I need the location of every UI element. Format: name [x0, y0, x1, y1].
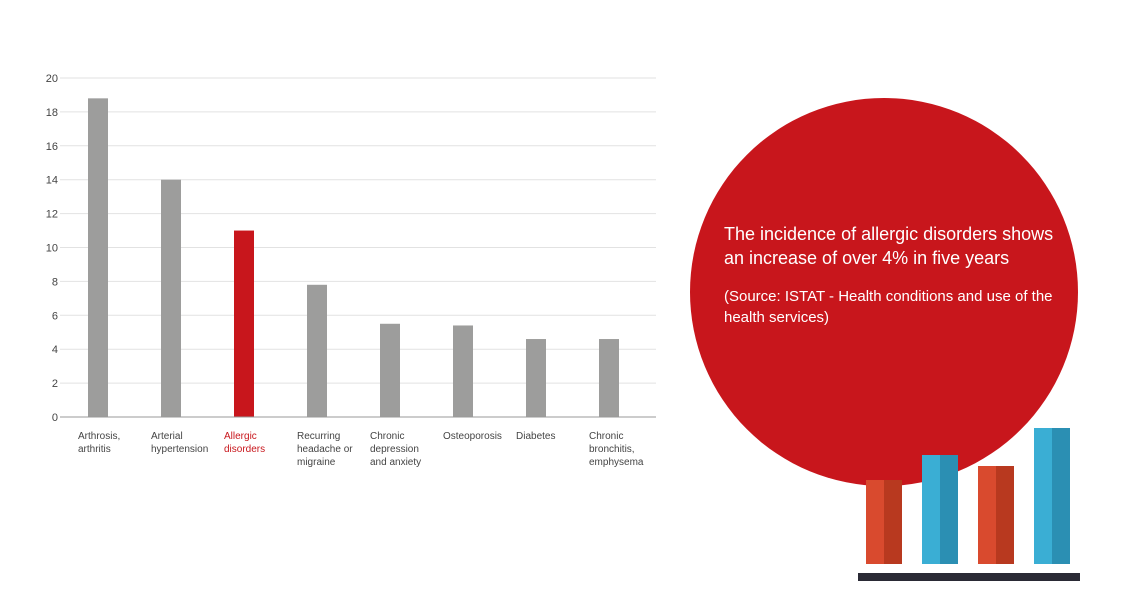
callout-circle	[690, 98, 1078, 486]
bar	[453, 325, 473, 417]
y-tick-label: 16	[46, 141, 58, 153]
x-category-label: Chronic depression and anxiety	[370, 431, 421, 468]
x-category-label: Allergic disorders	[224, 431, 265, 455]
bar	[161, 179, 181, 417]
deco-bar-3-shade	[996, 466, 1014, 564]
bar	[599, 339, 619, 417]
deco-bar-1-shade	[884, 480, 902, 564]
deco-bar-2-shade	[940, 455, 958, 564]
callout-source: (Source: ISTAT - Health conditions and u…	[724, 288, 1053, 326]
y-tick-label: 6	[52, 310, 58, 322]
y-tick-label: 4	[52, 344, 58, 356]
y-tick-label: 20	[46, 73, 58, 85]
x-category-label: Arterial hypertension	[151, 431, 208, 455]
y-tick-label: 2	[52, 378, 58, 390]
x-axis-category-labels: Arthrosis, arthritis Arterial hypertension A…	[78, 431, 644, 468]
y-axis-tick-labels: 0 2 4 6 8 10 12 14 16 18 20	[46, 73, 58, 424]
deco-bar-3	[978, 466, 996, 564]
y-tick-label: 8	[52, 276, 58, 288]
y-tick-label: 18	[46, 107, 58, 119]
deco-bar-4-shade	[1052, 428, 1070, 564]
deco-bar-4	[1034, 428, 1052, 564]
bar	[526, 339, 546, 417]
deco-bar-1	[866, 480, 884, 564]
y-tick-label: 0	[52, 412, 58, 424]
bar	[380, 323, 400, 417]
callout-text: The incidence of allergic disorders show…	[724, 222, 1074, 328]
bar-chart-illustration-icon	[858, 428, 1080, 581]
y-tick-label: 12	[46, 209, 58, 221]
x-category-label: Osteoporosis	[443, 431, 502, 442]
callout-headline: The incidence of allergic disorders show…	[724, 224, 1054, 268]
bar	[88, 98, 108, 417]
y-tick-label: 10	[46, 243, 58, 255]
grid-lines	[60, 77, 656, 384]
x-category-label: Diabetes	[516, 431, 555, 442]
deco-bar-2	[922, 455, 940, 564]
x-category-label: Chronic bronchitis, emphysema	[589, 431, 644, 468]
bar	[234, 230, 254, 417]
x-category-label: Arthrosis, arthritis	[78, 431, 120, 455]
bars	[88, 98, 619, 417]
x-category-label: Recurring headache or migraine	[297, 431, 353, 468]
bar	[307, 284, 327, 417]
y-tick-label: 14	[46, 175, 58, 187]
deco-baseline	[858, 573, 1080, 581]
